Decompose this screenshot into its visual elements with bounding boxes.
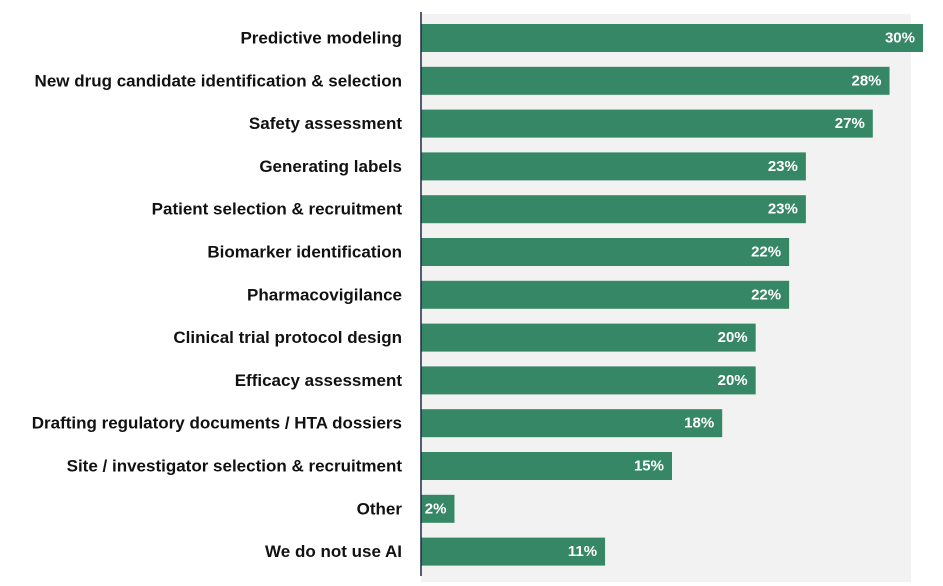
bar <box>421 366 756 395</box>
bar <box>421 152 806 181</box>
category-label: Safety assessment <box>249 114 402 133</box>
bar <box>421 195 806 224</box>
value-label: 27% <box>835 115 865 132</box>
category-label: Biomarker identification <box>207 243 402 262</box>
value-label: 20% <box>718 372 748 389</box>
category-label: Other <box>357 499 403 518</box>
bar <box>421 24 923 52</box>
category-label: Patient selection & recruitment <box>152 200 403 219</box>
value-label: 23% <box>768 158 798 175</box>
value-label: 22% <box>751 244 781 261</box>
bar <box>421 109 873 138</box>
bar <box>421 537 606 566</box>
value-label: 30% <box>885 30 915 47</box>
value-label: 22% <box>751 286 781 303</box>
bar <box>421 323 756 352</box>
category-label: Site / investigator selection & recruitm… <box>67 457 403 476</box>
value-label: 18% <box>684 415 714 432</box>
value-label: 11% <box>568 543 597 560</box>
bar <box>421 494 455 523</box>
bar <box>421 238 790 266</box>
value-label: 23% <box>768 201 798 218</box>
category-label: Generating labels <box>259 157 402 176</box>
value-label: 15% <box>634 458 664 475</box>
bar <box>421 66 890 95</box>
bar <box>421 452 672 480</box>
category-label: We do not use AI <box>265 542 402 561</box>
category-label: Clinical trial protocol design <box>173 328 402 347</box>
category-label: Drafting regulatory documents / HTA doss… <box>32 414 402 433</box>
value-label: 20% <box>718 329 748 346</box>
category-label: Pharmacovigilance <box>247 285 402 304</box>
bar <box>421 409 723 438</box>
category-label: New drug candidate identification & sele… <box>35 71 402 90</box>
value-label: 2% <box>425 500 447 517</box>
category-label: Predictive modeling <box>240 29 402 48</box>
bar <box>421 280 790 309</box>
category-label: Efficacy assessment <box>235 371 403 390</box>
value-label: 28% <box>852 72 882 89</box>
